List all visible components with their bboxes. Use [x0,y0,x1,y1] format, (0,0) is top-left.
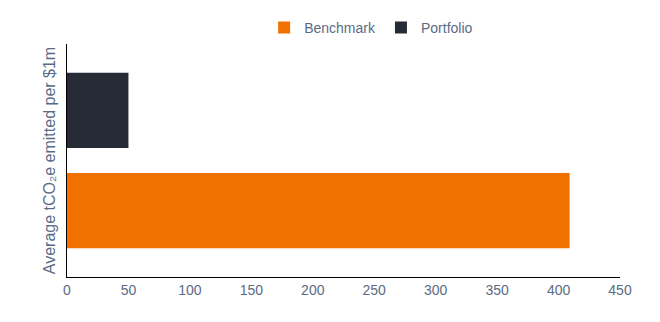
svg-text:Average tCO₂e emitted per $1m: Average tCO₂e emitted per $1m [41,47,58,274]
svg-text:Benchmark: Benchmark [304,20,376,36]
svg-text:200: 200 [301,282,325,298]
svg-text:Portfolio: Portfolio [421,20,473,36]
svg-text:450: 450 [608,282,632,298]
svg-text:150: 150 [240,282,264,298]
svg-text:100: 100 [178,282,202,298]
svg-text:400: 400 [547,282,571,298]
svg-text:350: 350 [485,282,509,298]
svg-text:300: 300 [424,282,448,298]
svg-text:250: 250 [363,282,387,298]
svg-text:50: 50 [121,282,137,298]
svg-text:0: 0 [63,282,71,298]
